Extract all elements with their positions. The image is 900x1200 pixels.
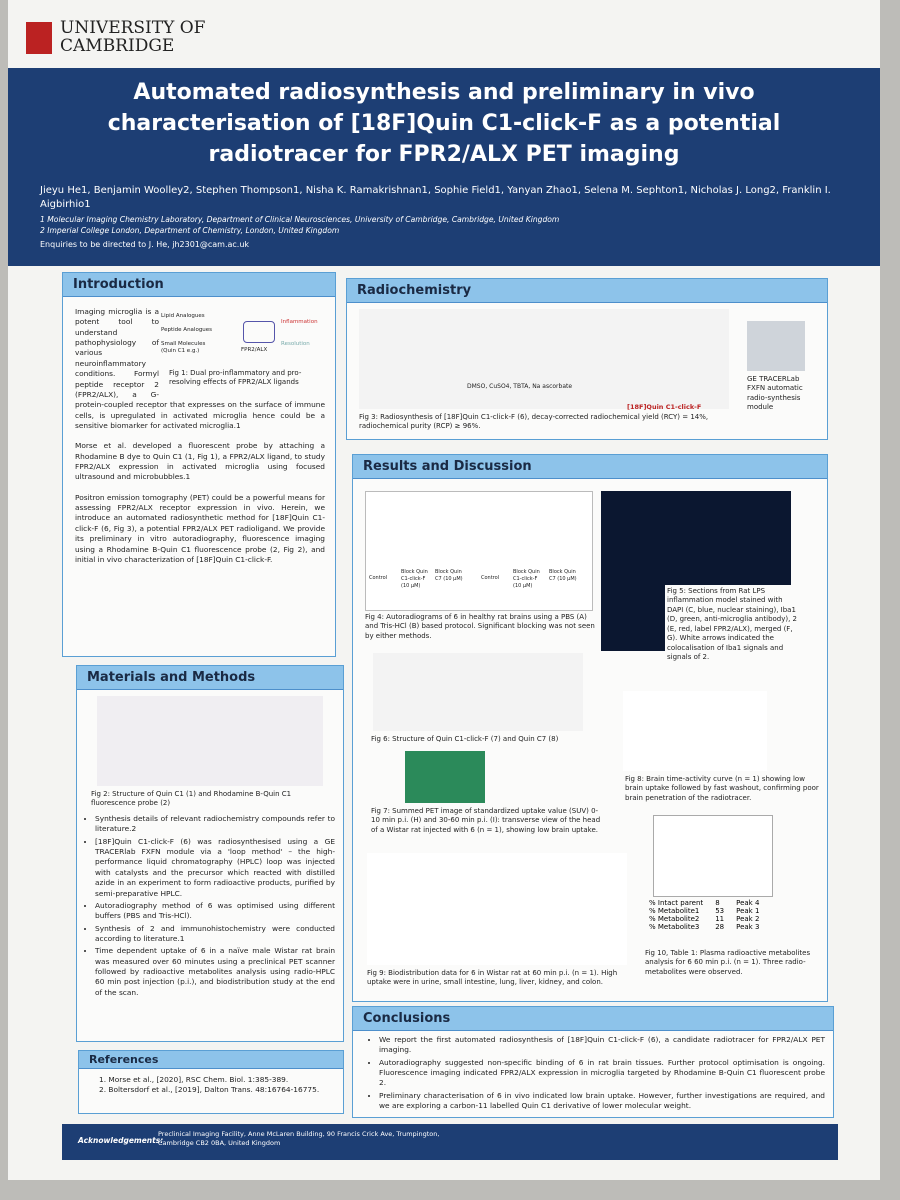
table-cell: 28	[715, 923, 725, 931]
scheme	[359, 309, 729, 409]
table-cell: Peak 3	[736, 923, 760, 931]
caption: Fig 5: Sections from Rat LPS inflammatio…	[665, 585, 799, 665]
bullet: [18F]Quin C1-click-F (6) was radiosynthe…	[95, 837, 335, 899]
table-cell: % Metabolite1	[649, 907, 700, 915]
table-row: % Metabolite3 28 Peak 3	[643, 923, 765, 931]
header: Automated radiosynthesis and preliminary…	[8, 68, 880, 266]
paragraph: Morse et al. developed a fluorescent pro…	[75, 441, 325, 482]
table: % Intact parent 8 Peak 4 % Metabolite1 53 Pea…	[643, 899, 765, 931]
fig-label: Peptide Analogues	[161, 327, 213, 333]
affiliations: 1 Molecular Imaging Chemistry Laboratory…	[40, 214, 559, 236]
paragraph: Positron emission tomography (PET) could…	[75, 492, 325, 564]
fig-label: Inflammation	[281, 319, 318, 325]
section-title: Introduction	[63, 273, 335, 297]
product-label: [18F]Quin C1-click-F	[627, 403, 702, 411]
figure-8	[623, 691, 767, 771]
references: References 1. Morse et al., [2020], RSC …	[78, 1050, 344, 1114]
bullet: Synthesis details of relevant radiochemi…	[95, 814, 335, 835]
results: Results and Discussion Control Block Qui…	[352, 454, 828, 1002]
table-cell: % Metabolite3	[649, 923, 700, 931]
receptor	[243, 321, 275, 343]
table-row: % Metabolite2 11 Peak 2	[643, 915, 765, 923]
bullets: We report the first automated radiosynth…	[367, 1035, 825, 1114]
logo: UNIVERSITY OF CAMBRIDGE	[60, 18, 206, 56]
fig-label: Control	[481, 575, 500, 581]
logo-line: CAMBRIDGE	[60, 35, 175, 56]
fig-label: Block Quin C7 (10 µM)	[435, 569, 463, 582]
table-cell: Peak 4	[736, 899, 760, 907]
fig-label: Block Quin C7 (10 µM)	[549, 569, 577, 582]
radiochemistry: Radiochemistry DMSO, CuSO4, TBTA, Na asc…	[346, 278, 828, 440]
figure-7	[405, 751, 485, 803]
fig-label: FPR2/ALX	[241, 347, 268, 353]
caption: GE TRACERLab FXFN automatic radio-synthe…	[747, 375, 803, 412]
section-title: Conclusions	[353, 1007, 833, 1031]
ref-list: 1. Morse et al., [2020], RSC Chem. Biol.…	[99, 1075, 319, 1096]
figure-10	[653, 815, 773, 897]
fig-label: Small Molecules (Quin C1 e.g.)	[161, 341, 206, 355]
affiliation: 2 Imperial College London, Department of…	[40, 226, 340, 235]
section-title: Results and Discussion	[353, 455, 827, 479]
figure-6	[373, 653, 583, 731]
fig-label: Block Quin C1-click-F (10 µM)	[401, 569, 428, 589]
crest	[26, 22, 52, 54]
caption: Fig 6: Structure of Quin C1-click-F (7) …	[371, 735, 559, 743]
fig-label: Lipid Analogues	[161, 313, 205, 319]
caption: Fig 9: Biodistribution data for 6 in Wis…	[367, 969, 618, 987]
footer-text: Preclinical Imaging Facility, Anne McLar…	[158, 1130, 440, 1148]
caption: Fig 1: Dual pro-inflammatory and pro-res…	[169, 369, 302, 387]
footer: Acknowledgements: Preclinical Imaging Fa…	[62, 1124, 838, 1160]
caption: Fig 4: Autoradiograms of 6 in healthy ra…	[365, 613, 595, 640]
footer-label: Acknowledgements:	[78, 1136, 164, 1145]
materials: Materials and Methods Fig 2: Structure o…	[76, 665, 344, 1042]
table-cell: % Metabolite2	[649, 915, 700, 923]
bullet: Time dependent uptake of 6 in a naïve ma…	[95, 946, 335, 998]
section-title: Materials and Methods	[77, 666, 343, 690]
figure-9	[367, 853, 627, 965]
caption: Fig 7: Summed PET image of standardized …	[371, 807, 601, 834]
table-row: % Intact parent 8 Peak 4	[643, 899, 765, 907]
table-cell: 8	[715, 899, 720, 907]
float-space	[159, 307, 325, 399]
affiliation: 1 Molecular Imaging Chemistry Laboratory…	[40, 215, 560, 224]
fig-label: Block Quin C1-click-F (10 µM)	[513, 569, 540, 589]
logo-line: UNIVERSITY OF	[60, 18, 206, 38]
bullet: Autoradiography suggested non-specific b…	[379, 1058, 825, 1089]
module-photo	[747, 321, 805, 371]
table-cell: % Intact parent	[649, 899, 704, 907]
authors: Jieyu He1, Benjamin Woolley2, Stephen Th…	[40, 185, 831, 210]
enquiries: Enquiries to be directed to J. He, jh230…	[40, 240, 250, 249]
caption: Fig 2: Structure of Quin C1 (1) and Rhod…	[91, 790, 292, 808]
bullet: We report the first automated radiosynth…	[379, 1035, 825, 1056]
table-cell: 11	[715, 915, 725, 923]
introduction: Introduction Lipid Analogues Peptide Ana…	[62, 272, 336, 657]
bullet: Synthesis of 2 and immunohistochemistry …	[95, 924, 335, 945]
section-title: Radiochemistry	[347, 279, 827, 303]
poster: UNIVERSITY OF CAMBRIDGE Automated radiosy…	[8, 0, 880, 1180]
reference: 1. Morse et al., [2020], RSC Chem. Biol.…	[99, 1075, 289, 1084]
intro-text: Imaging microglia is a potent tool to un…	[75, 307, 325, 565]
title: Automated radiosynthesis and preliminary…	[107, 80, 781, 167]
bullets: Synthesis details of relevant radiochemi…	[83, 814, 335, 1000]
figure-2	[97, 696, 323, 786]
caption: Fig 3: Radiosynthesis of [18F]Quin C1-cl…	[359, 413, 709, 431]
table-cell: Peak 2	[736, 915, 760, 923]
section-title: References	[79, 1051, 343, 1069]
figure-4	[365, 491, 593, 611]
caption: Fig 10, Table 1: Plasma radioactive meta…	[645, 949, 811, 976]
figure-1: Lipid Analogues Peptide Analogues Small …	[161, 307, 329, 365]
fig-label: Resolution	[281, 341, 310, 347]
reference: 2. Boltersdorf et al., [2019], Dalton Tr…	[99, 1085, 320, 1095]
caption: Fig 8: Brain time-activity curve (n = 1)…	[625, 775, 819, 802]
fig-label: Control	[369, 575, 388, 581]
conclusions: Conclusions We report the first automate…	[352, 1006, 834, 1118]
table-cell: Peak 1	[736, 907, 760, 915]
paragraph: Imaging microglia is a potent tool to un…	[75, 307, 325, 430]
table-row: % Metabolite1 53 Peak 1	[643, 907, 765, 915]
reagents: DMSO, CuSO4, TBTA, Na ascorbate	[467, 383, 573, 390]
table-cell: 53	[715, 907, 725, 915]
bullet: Preliminary characterisation of 6 in viv…	[379, 1091, 825, 1112]
bullet: Autoradiography method of 6 was optimise…	[95, 901, 335, 922]
